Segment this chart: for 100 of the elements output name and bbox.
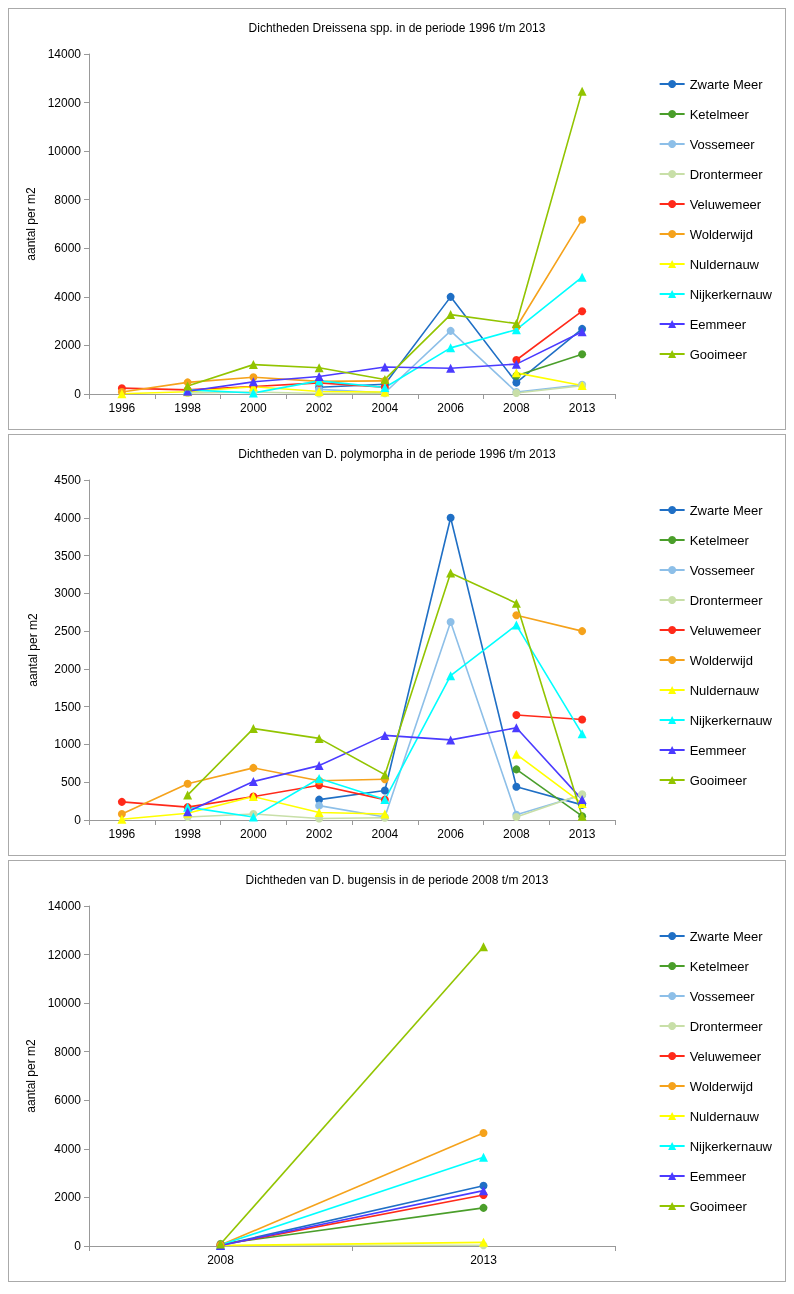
y-tick-label: 0	[74, 387, 82, 401]
point	[446, 310, 456, 320]
point	[380, 786, 389, 795]
x-tick-label: 1998	[174, 827, 202, 841]
x-tick-label: 2004	[371, 827, 399, 841]
point	[446, 363, 456, 373]
legend-label: Gooimeer	[689, 1198, 748, 1214]
y-tick-label: 6000	[54, 1093, 82, 1108]
point	[248, 776, 258, 786]
point	[577, 86, 587, 96]
legend-label: Wolderwijd	[689, 1078, 753, 1094]
y-tick-label: 8000	[54, 192, 82, 207]
point	[511, 359, 521, 369]
point	[512, 710, 521, 719]
x-tick-label: 2004	[371, 401, 399, 415]
x-tick-label: 2013	[568, 827, 596, 841]
point	[446, 513, 455, 522]
y-axis-title: aantal per m2	[23, 186, 38, 261]
legend-label: Gooimeer	[689, 346, 748, 362]
y-tick-label: 4000	[54, 510, 82, 525]
y-tick-label: 2500	[54, 624, 82, 639]
x-tick-label: 2002	[305, 827, 333, 841]
legend-label: Zwarte Meer	[689, 76, 764, 92]
point	[446, 292, 455, 301]
legend-label: Wolderwijd	[689, 652, 753, 668]
point	[380, 730, 390, 740]
x-tick-label: 2013	[470, 1253, 498, 1267]
x-tick-label: 2002	[305, 401, 333, 415]
x-tick-label: 2006	[437, 401, 465, 415]
y-tick-label: 0	[74, 813, 82, 827]
point	[577, 272, 587, 282]
y-tick-label: 6000	[54, 241, 82, 256]
legend-label: Nuldernauw	[689, 1108, 760, 1124]
y-tick-label: 4500	[54, 473, 82, 487]
x-tick-label: 2008	[207, 1253, 235, 1267]
y-tick-label: 1500	[54, 699, 82, 714]
point	[578, 215, 587, 224]
point	[446, 326, 455, 335]
point	[512, 611, 521, 620]
legend-label: Wolderwijd	[689, 226, 753, 242]
legend-label: Vossemeer	[689, 988, 756, 1004]
point	[578, 307, 587, 316]
y-tick-label: 3500	[54, 548, 82, 563]
legend-label: Ketelmeer	[689, 532, 750, 548]
point	[183, 779, 192, 788]
point	[578, 715, 587, 724]
legend-label: Gooimeer	[689, 772, 748, 788]
point	[380, 770, 390, 780]
x-tick-label: 2006	[437, 827, 465, 841]
y-axis-title: aantal per m2	[23, 1038, 38, 1113]
y-tick-label: 3000	[54, 586, 82, 601]
point	[479, 1129, 488, 1138]
point	[183, 790, 193, 800]
point	[511, 749, 521, 759]
point	[446, 618, 455, 627]
point	[315, 801, 324, 810]
point	[578, 627, 587, 636]
point	[512, 782, 521, 791]
y-tick-label: 0	[74, 1239, 82, 1253]
y-tick-label: 12000	[47, 947, 82, 962]
y-tick-label: 4000	[54, 289, 82, 304]
y-axis-title: aantal per m2	[26, 612, 40, 687]
point	[578, 350, 587, 359]
legend-label: Vossemeer	[689, 136, 756, 152]
legend-label: Eemmeer	[689, 742, 747, 758]
y-tick-label: 12000	[47, 95, 82, 110]
legend-label: Veluwemeer	[689, 1048, 762, 1064]
point	[248, 360, 258, 370]
point	[248, 724, 258, 734]
y-tick-label: 2000	[54, 338, 82, 353]
point	[314, 733, 324, 743]
y-tick-label: 14000	[47, 899, 82, 913]
legend-label: Veluwemeer	[689, 622, 762, 638]
x-tick-label: 2008	[503, 827, 531, 841]
legend-label: Nijkerkernauw	[689, 1138, 773, 1154]
point	[479, 1203, 488, 1212]
point	[446, 671, 456, 681]
point	[511, 598, 521, 608]
legend-label: Veluwemeer	[689, 196, 762, 212]
legend-label: Zwarte Meer	[689, 502, 764, 518]
point	[380, 362, 390, 372]
y-tick-label: 1000	[54, 737, 82, 752]
legend-label: Drontermeer	[689, 166, 764, 182]
legend-label: Nuldernauw	[689, 256, 760, 272]
legend-label: Vossemeer	[689, 562, 756, 578]
legend-label: Ketelmeer	[689, 106, 750, 122]
legend-label: Nijkerkernauw	[689, 712, 773, 728]
point	[117, 814, 127, 824]
y-tick-label: 2000	[54, 1190, 82, 1205]
legend-label: Drontermeer	[689, 1018, 764, 1034]
legend-label: Zwarte Meer	[689, 928, 764, 944]
chart-title: Dichtheden van D. bugensis in de periode 2008 t/m 2013	[245, 873, 549, 887]
y-tick-label: 4000	[54, 1141, 82, 1156]
legend-label: Eemmeer	[689, 1168, 747, 1184]
chart-title: Dichtheden Dreissena spp. in de periode 1996 t/m 2013	[248, 21, 546, 35]
legend-label: Drontermeer	[689, 592, 764, 608]
legend-label: Nuldernauw	[689, 682, 760, 698]
x-tick-label: 2008	[503, 401, 531, 415]
y-tick-label: 14000	[47, 47, 82, 61]
point	[511, 319, 521, 329]
